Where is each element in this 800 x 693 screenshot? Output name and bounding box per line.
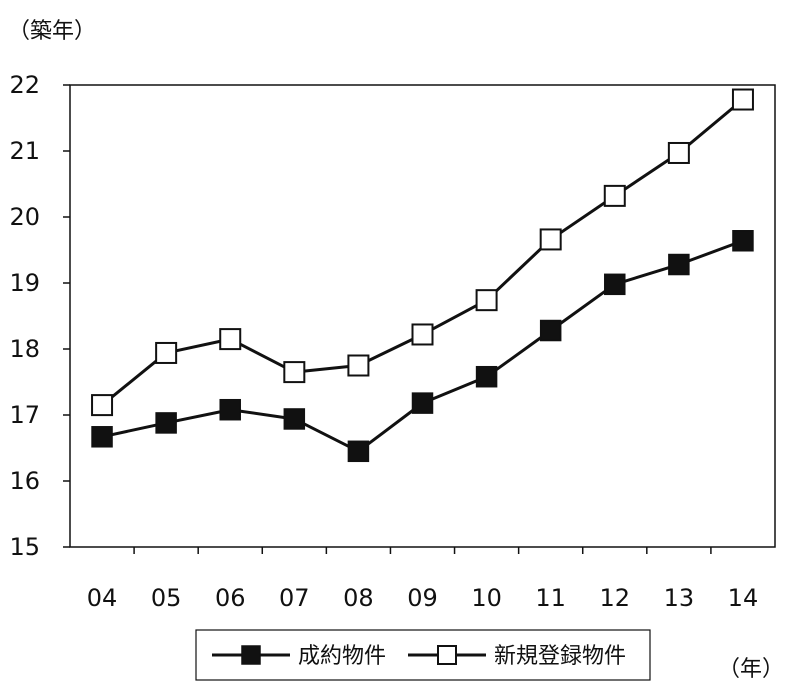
y-tick-label: 22 [9, 71, 40, 99]
data-point [219, 398, 241, 421]
data-point [347, 440, 370, 463]
x-tick-label: 09 [407, 584, 438, 612]
x-tick-label: 06 [215, 584, 246, 612]
x-tick-label: 08 [343, 584, 374, 612]
data-point [347, 354, 370, 377]
y-tick-label: 17 [9, 401, 40, 429]
y-tick-label: 21 [9, 137, 40, 165]
data-point [604, 273, 626, 296]
legend: 成約物件 新規登録物件 [195, 629, 651, 681]
data-point [667, 141, 690, 164]
plot-area [69, 84, 776, 548]
data-point [411, 323, 434, 346]
y-tick-label: 19 [9, 269, 40, 297]
data-point [668, 253, 690, 276]
y-tick-label: 15 [9, 533, 40, 561]
series-1 [91, 230, 754, 463]
x-tick-label: 04 [87, 584, 118, 612]
legend-marker-series-2 [437, 645, 457, 665]
data-point [411, 392, 434, 414]
y-tick-label: 18 [9, 335, 40, 363]
data-point [603, 184, 626, 207]
data-point [155, 412, 177, 434]
x-tick-label: 14 [728, 584, 759, 612]
x-axis-unit-label: （年） [718, 657, 784, 682]
x-tick-label: 10 [471, 584, 502, 612]
series-2 [91, 88, 754, 417]
data-point [732, 230, 754, 252]
legend-label-series-2: 新規登録物件 [494, 644, 626, 669]
data-point [155, 341, 178, 364]
data-point [731, 88, 754, 111]
data-point [219, 328, 242, 351]
x-tick-label: 07 [279, 584, 310, 612]
data-point [539, 228, 562, 251]
data-point [91, 394, 114, 417]
data-point [539, 319, 562, 342]
y-tick-label: 16 [9, 467, 40, 495]
data-point [283, 408, 306, 430]
x-tick-label: 05 [151, 584, 182, 612]
data-point [475, 365, 498, 388]
data-point [475, 289, 498, 312]
series-line [101, 98, 744, 407]
data-point [283, 361, 306, 384]
series-layer [91, 88, 754, 463]
legend-item-series-2: 新規登録物件 [408, 644, 626, 669]
x-tick-label: 12 [599, 584, 630, 612]
data-point [91, 426, 113, 448]
y-axis-unit-label: （築年） [8, 19, 96, 44]
legend-label-series-1: 成約物件 [298, 644, 386, 669]
legend-item-series-1: 成約物件 [212, 644, 386, 669]
x-tick-label: 13 [664, 584, 695, 612]
y-tick-label: 20 [9, 203, 40, 231]
legend-marker-series-1 [241, 645, 261, 665]
axes: 15 16 17 18 19 20 21 22 04 05 06 07 08 09 10 11 12 13 14 [9, 71, 758, 612]
x-tick-label: 11 [535, 584, 566, 612]
